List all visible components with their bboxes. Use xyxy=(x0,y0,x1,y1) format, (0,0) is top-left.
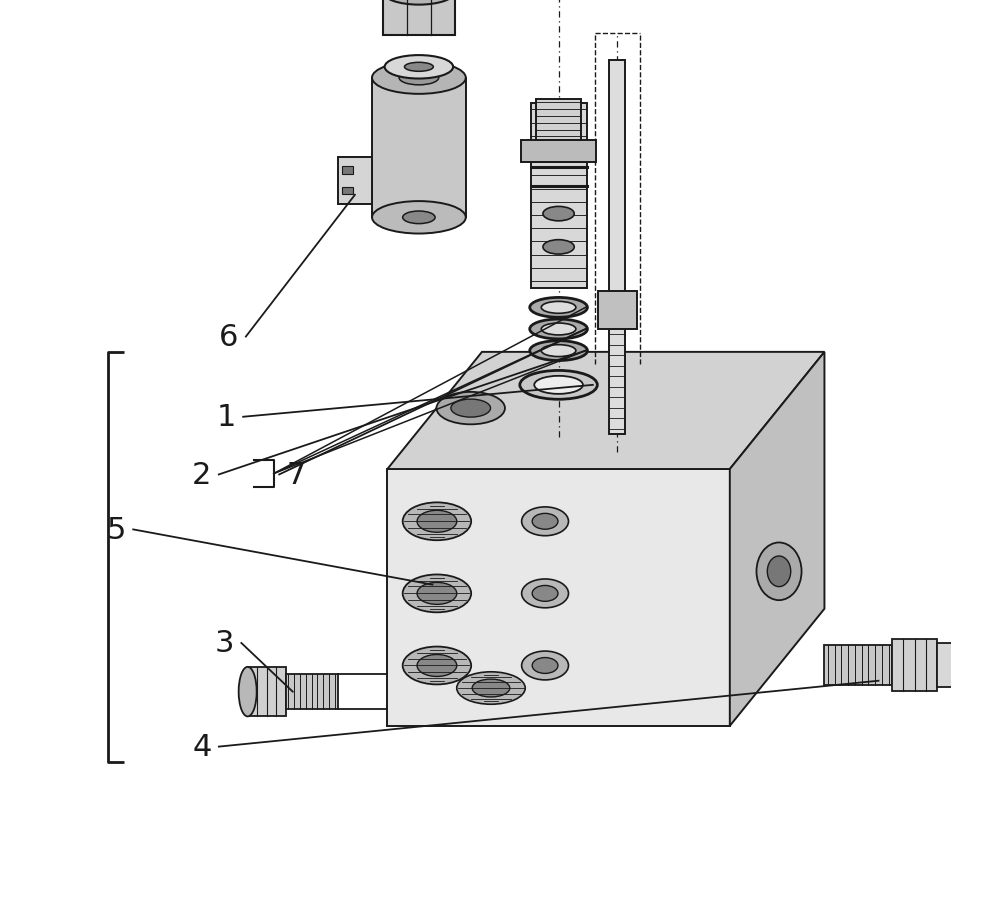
Ellipse shape xyxy=(532,586,558,601)
Polygon shape xyxy=(387,352,824,470)
Text: 1: 1 xyxy=(217,403,236,432)
Bar xyxy=(342,188,353,195)
Ellipse shape xyxy=(532,657,558,674)
Ellipse shape xyxy=(532,514,558,530)
Ellipse shape xyxy=(383,0,455,5)
Bar xyxy=(248,667,286,717)
Ellipse shape xyxy=(543,240,574,255)
Ellipse shape xyxy=(399,71,439,86)
Text: 6: 6 xyxy=(219,322,239,351)
Polygon shape xyxy=(730,352,824,726)
Bar xyxy=(937,643,996,687)
Ellipse shape xyxy=(385,56,453,79)
Bar xyxy=(521,141,596,163)
Ellipse shape xyxy=(436,393,505,424)
Ellipse shape xyxy=(522,651,568,680)
Bar xyxy=(372,79,466,218)
Polygon shape xyxy=(387,470,730,726)
Bar xyxy=(536,100,581,141)
Ellipse shape xyxy=(404,63,433,72)
Bar xyxy=(338,158,372,205)
Ellipse shape xyxy=(530,341,587,361)
Ellipse shape xyxy=(403,647,471,684)
Ellipse shape xyxy=(541,303,576,314)
Ellipse shape xyxy=(520,371,597,400)
Ellipse shape xyxy=(756,543,802,600)
Ellipse shape xyxy=(239,667,257,717)
Ellipse shape xyxy=(372,62,466,95)
Text: 4: 4 xyxy=(192,732,212,761)
Ellipse shape xyxy=(403,503,471,541)
Bar xyxy=(598,292,637,330)
Ellipse shape xyxy=(541,345,576,358)
Ellipse shape xyxy=(541,323,576,336)
Bar xyxy=(286,674,338,710)
Ellipse shape xyxy=(472,679,510,697)
Bar xyxy=(609,61,625,434)
Ellipse shape xyxy=(417,655,457,676)
Ellipse shape xyxy=(522,507,568,536)
Ellipse shape xyxy=(534,377,583,395)
Ellipse shape xyxy=(530,298,587,318)
Ellipse shape xyxy=(767,556,791,587)
Bar xyxy=(824,646,892,685)
Bar xyxy=(892,639,937,692)
Ellipse shape xyxy=(987,643,1000,687)
Ellipse shape xyxy=(522,580,568,608)
Ellipse shape xyxy=(403,575,471,612)
Ellipse shape xyxy=(451,400,491,418)
Bar xyxy=(383,0,455,36)
Bar xyxy=(531,104,587,288)
Ellipse shape xyxy=(530,320,587,340)
Ellipse shape xyxy=(417,511,457,533)
Text: 5: 5 xyxy=(107,516,126,545)
Ellipse shape xyxy=(372,202,466,234)
Text: 7: 7 xyxy=(286,461,306,489)
Bar xyxy=(342,167,353,174)
Ellipse shape xyxy=(403,212,435,224)
Ellipse shape xyxy=(543,207,574,221)
Text: 2: 2 xyxy=(192,461,212,489)
Ellipse shape xyxy=(417,582,457,605)
Ellipse shape xyxy=(457,672,525,704)
Text: 3: 3 xyxy=(215,628,234,657)
